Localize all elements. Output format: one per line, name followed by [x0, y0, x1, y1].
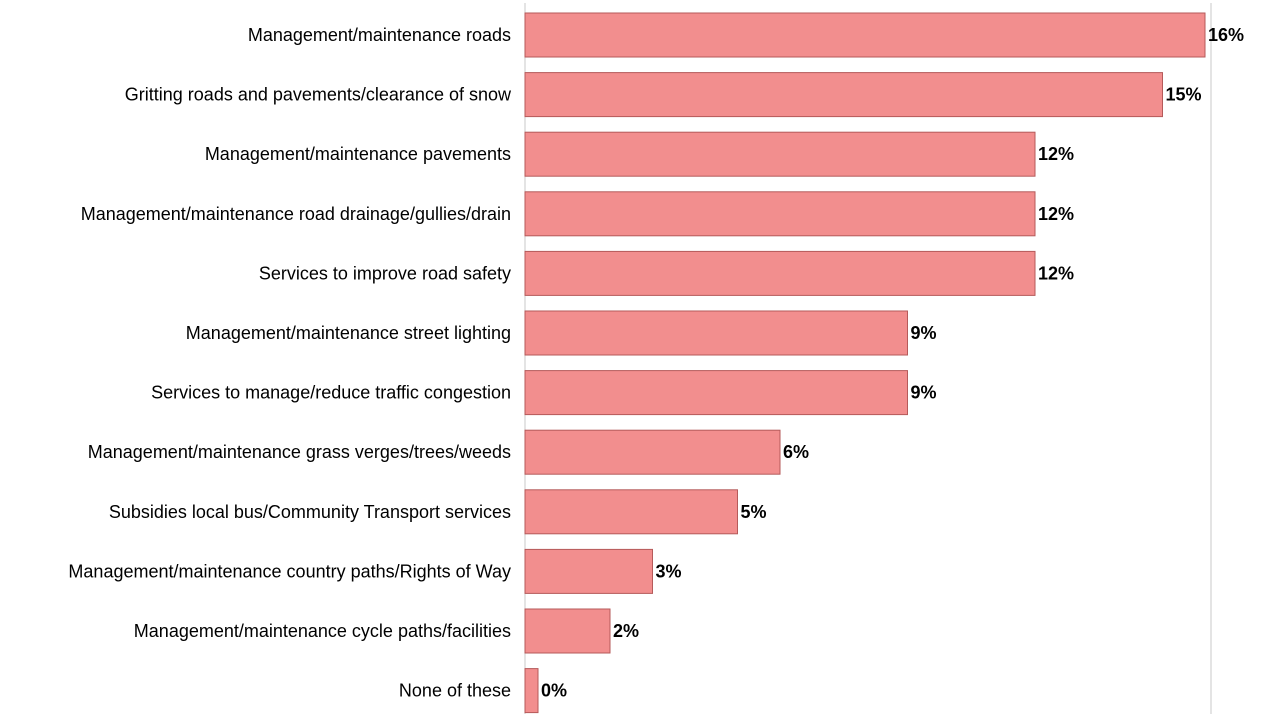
- category-label: Gritting roads and pavements/clearance o…: [125, 85, 512, 105]
- bar: [524, 191, 1036, 237]
- category-label: Services to improve road safety: [259, 263, 511, 283]
- category-label: Management/maintenance roads: [248, 25, 511, 45]
- category-label: Management/maintenance pavements: [205, 144, 511, 164]
- category-label: Management/maintenance street lighting: [186, 323, 511, 343]
- category-label: Services to manage/reduce traffic conges…: [151, 383, 511, 403]
- bar: [524, 250, 1036, 296]
- category-label: Management/maintenance road drainage/gul…: [81, 204, 511, 224]
- bar: [524, 131, 1036, 177]
- data-label: 0%: [541, 681, 567, 701]
- bar: [524, 12, 1206, 58]
- data-label: 12%: [1038, 263, 1074, 283]
- data-label: 12%: [1038, 144, 1074, 164]
- data-label: 2%: [613, 621, 639, 641]
- data-label: 16%: [1208, 25, 1244, 45]
- category-label: None of these: [399, 681, 511, 701]
- data-label: 12%: [1038, 204, 1074, 224]
- bar: [524, 668, 539, 714]
- bar: [524, 72, 1163, 118]
- category-label: Management/maintenance cycle paths/facil…: [134, 621, 511, 641]
- bar: [524, 548, 653, 594]
- bar: [524, 310, 908, 356]
- category-label: Management/maintenance grass verges/tree…: [88, 442, 511, 462]
- bar: [524, 370, 908, 416]
- bars-group: [524, 12, 1206, 714]
- data-label: 9%: [911, 383, 937, 403]
- data-label: 6%: [783, 442, 809, 462]
- category-label: Subsidies local bus/Community Transport …: [109, 502, 511, 522]
- data-label: 3%: [656, 561, 682, 581]
- bar: [524, 429, 781, 475]
- category-label: Management/maintenance country paths/Rig…: [68, 561, 511, 581]
- data-label: 9%: [911, 323, 937, 343]
- bar: [524, 489, 738, 535]
- data-label: 15%: [1166, 85, 1202, 105]
- value-labels-group: 16% 15% 12% 12% 12% 9% 9% 6% 5% 3% 2% 0%: [541, 25, 1244, 701]
- category-labels-group: Management/maintenance roads Gritting roa…: [68, 25, 512, 701]
- data-label: 5%: [741, 502, 767, 522]
- bar: [524, 608, 611, 654]
